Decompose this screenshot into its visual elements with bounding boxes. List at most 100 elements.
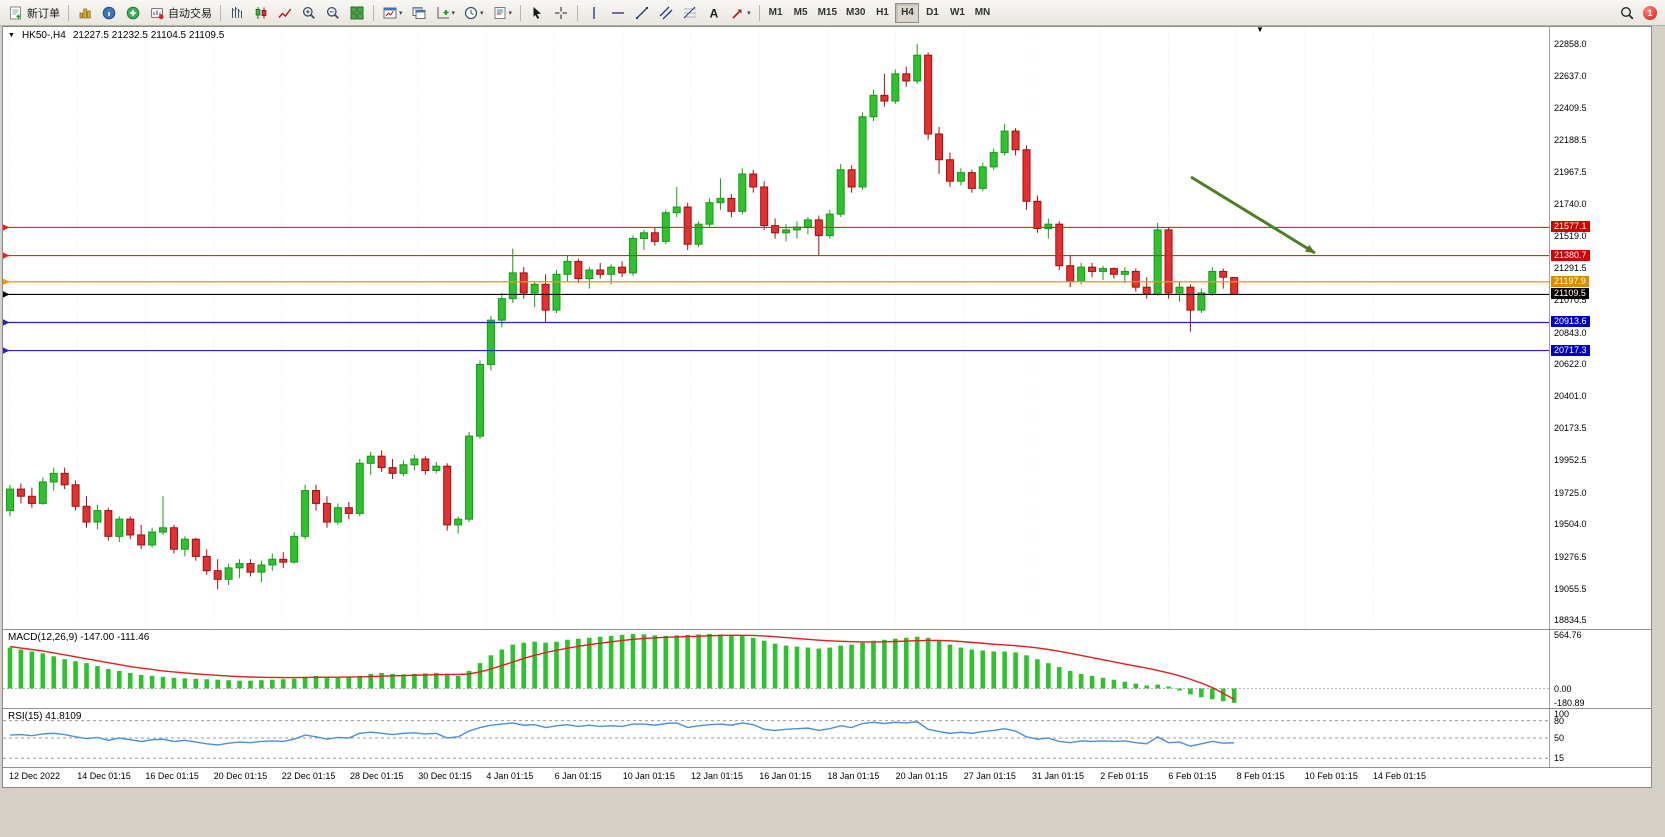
profiles-button[interactable] xyxy=(407,3,431,23)
price-tick: 20173.5 xyxy=(1554,423,1587,434)
timeframe-m15[interactable]: M15 xyxy=(814,3,841,23)
period-separators xyxy=(8,27,1374,629)
new-order-button[interactable]: 新订单 xyxy=(4,3,64,23)
time-label: 6 Feb 01:15 xyxy=(1168,771,1217,781)
indicators-button[interactable]: ▾ xyxy=(431,3,460,23)
cursor-tool-button[interactable] xyxy=(525,3,549,23)
price-tick: 19952.5 xyxy=(1554,455,1587,466)
search-button[interactable] xyxy=(1615,3,1639,23)
toolbar-separator xyxy=(68,4,69,21)
timeframe-m5[interactable]: M5 xyxy=(789,3,813,23)
price-chart-svg[interactable] xyxy=(3,27,1549,629)
search-icon xyxy=(1619,5,1635,21)
timeframe-h4[interactable]: H4 xyxy=(895,2,920,23)
auto-trading-button[interactable]: 自动交易 xyxy=(145,3,216,23)
market-watch-button[interactable] xyxy=(73,3,97,23)
time-label: 31 Jan 01:15 xyxy=(1032,771,1085,781)
trendline-icon xyxy=(634,5,650,21)
navigator-button[interactable] xyxy=(121,3,145,23)
macd-axis[interactable]: 564.76 0.00 -180.89 xyxy=(1549,630,1650,708)
new-chart-button[interactable]: ▾ xyxy=(378,3,407,23)
macd-histogram xyxy=(7,633,1237,703)
dropdown-caret-icon: ▾ xyxy=(747,9,751,17)
toolbar-separator xyxy=(577,4,579,21)
crosshair-icon xyxy=(553,5,569,21)
dropdown-caret-icon: ▾ xyxy=(399,9,403,17)
trendline-tool-button[interactable] xyxy=(630,3,654,23)
clock-icon xyxy=(463,5,479,21)
macd-chart-svg[interactable] xyxy=(3,630,1549,708)
timeframe-m30[interactable]: M30 xyxy=(842,3,869,23)
profiles-icon xyxy=(411,5,427,21)
text-tool-button[interactable]: A xyxy=(702,3,726,23)
auto-trading-label: 自动交易 xyxy=(168,7,212,20)
price-tag: 21109.5 xyxy=(1551,288,1589,300)
arrow-shape-icon xyxy=(730,5,746,21)
channel-tool-button[interactable] xyxy=(654,3,678,23)
price-tick: 21967.5 xyxy=(1554,166,1587,177)
navigator-icon xyxy=(125,5,141,21)
bar-chart-icon xyxy=(229,5,245,21)
notification-badge[interactable]: 1 xyxy=(1643,5,1657,20)
price-pane[interactable]: ▼ HK50-,H4 21227.5 21232.5 21104.5 21109… xyxy=(3,27,1651,629)
macd-pane[interactable]: MACD(12,26,9) -147.00 -111.46 564.76 0.00… xyxy=(3,630,1651,708)
line-chart-mode-button[interactable] xyxy=(273,3,297,23)
macd-label: MACD(12,26,9) -147.00 -111.46 xyxy=(8,632,150,643)
timeframe-w1[interactable]: W1 xyxy=(945,3,969,23)
zoom-out-button[interactable] xyxy=(321,3,345,23)
time-axis[interactable]: 12 Dec 2022 14 Dec 01:15 16 Dec 01:15 20 De… xyxy=(3,768,1651,787)
pane-divider[interactable] xyxy=(3,708,1651,709)
rsi-tick: 100 xyxy=(1554,709,1570,719)
timeframe-h1[interactable]: H1 xyxy=(870,3,894,23)
candlestick-mode-button[interactable] xyxy=(249,3,273,23)
periods-button[interactable]: ▾ xyxy=(459,3,488,23)
bar-chart-mode-button[interactable] xyxy=(225,3,249,23)
time-label: 18 Jan 01:15 xyxy=(827,771,880,781)
dropdown-caret-icon: ▾ xyxy=(451,9,456,17)
timeframe-m1[interactable]: M1 xyxy=(764,3,788,23)
rsi-pane[interactable]: RSI(15) 41.8109 100 80 50 15 xyxy=(3,709,1651,767)
collapse-icon[interactable]: ▼ xyxy=(8,32,15,39)
pane-divider[interactable] xyxy=(3,767,1651,768)
time-label: 8 Feb 01:15 xyxy=(1236,771,1285,781)
time-label: 2 Feb 01:15 xyxy=(1100,771,1149,781)
vertical-line-tool-button[interactable] xyxy=(582,3,606,23)
rsi-tick: 80 xyxy=(1554,715,1565,726)
chart-title: ▼ HK50-,H4 21227.5 21232.5 21104.5 21109… xyxy=(8,30,224,41)
toolbar-separator xyxy=(520,4,522,21)
horizontal-line-icon xyxy=(610,5,626,21)
pane-divider[interactable] xyxy=(3,629,1651,630)
price-tick: 21070.5 xyxy=(1554,295,1587,305)
chart-shift-marker-icon[interactable]: ▼ xyxy=(1256,27,1264,34)
level-left-marker xyxy=(3,224,10,231)
price-tag: 21197.9 xyxy=(1551,275,1589,287)
level-left-marker xyxy=(3,291,10,298)
fibonacci-tool-button[interactable] xyxy=(678,3,702,23)
tile-windows-button[interactable] xyxy=(345,3,369,23)
crosshair-tool-button[interactable] xyxy=(549,3,573,23)
price-tick: 19504.0 xyxy=(1554,519,1587,530)
auto-trading-icon xyxy=(149,5,165,21)
horizontal-line-tool-button[interactable] xyxy=(606,3,630,23)
zoom-in-button[interactable] xyxy=(297,3,321,23)
zoom-in-icon xyxy=(301,5,317,21)
rsi-label: RSI(15) 41.8109 xyxy=(8,711,82,722)
price-axis[interactable]: 22858.0 22637.0 22409.5 22188.5 21967.5 21740… xyxy=(1549,27,1650,629)
fibonacci-icon xyxy=(682,5,698,21)
time-label: 20 Dec 01:15 xyxy=(213,771,268,781)
rsi-chart-svg[interactable] xyxy=(3,709,1549,767)
rsi-axis[interactable]: 100 80 50 15 xyxy=(1549,709,1650,767)
timeframe-d1[interactable]: D1 xyxy=(920,3,944,23)
tile-windows-icon xyxy=(349,5,365,21)
price-tick: 22188.5 xyxy=(1554,134,1587,145)
price-tag: 20717.3 xyxy=(1551,344,1590,356)
templates-button[interactable]: ▾ xyxy=(488,3,517,23)
data-window-button[interactable] xyxy=(97,3,121,23)
price-tick: 22409.5 xyxy=(1554,103,1587,114)
shapes-tool-button[interactable]: ▾ xyxy=(726,3,755,23)
price-tick: 22637.0 xyxy=(1554,70,1587,81)
svg-text:A: A xyxy=(710,6,719,20)
timeframe-mn[interactable]: MN xyxy=(970,3,994,23)
price-tick: 19055.5 xyxy=(1554,583,1587,594)
